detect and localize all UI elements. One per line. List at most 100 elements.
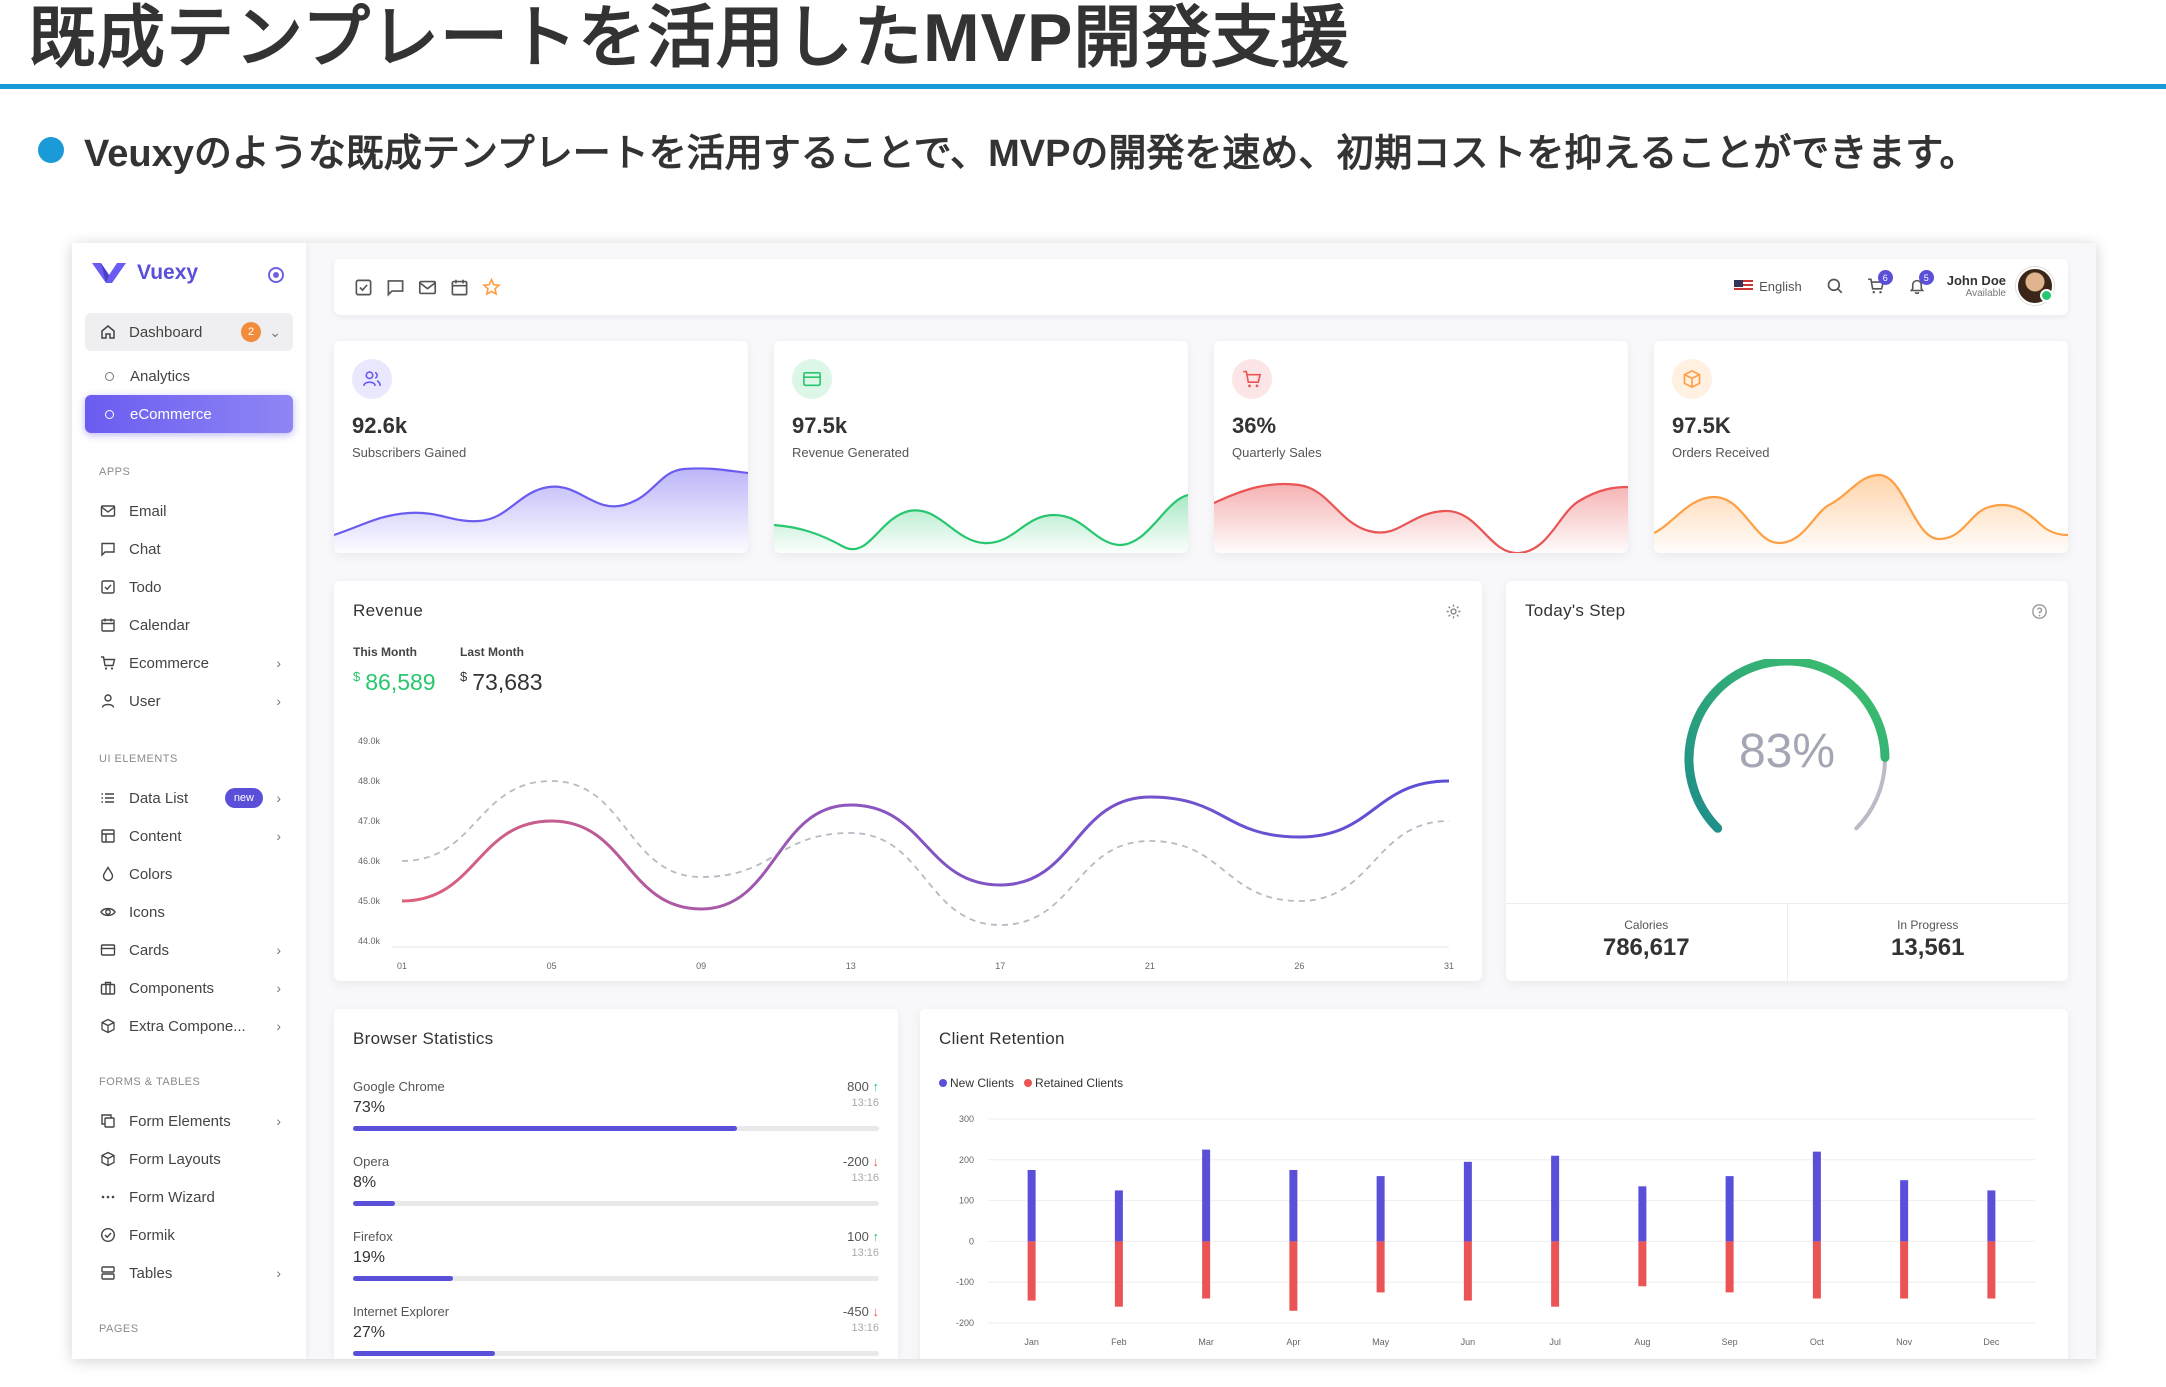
top-navbar: English 6 5 John Doe Available — [334, 259, 2068, 315]
sidebar-item-label: Ecommerce — [129, 654, 210, 672]
section-label-pages: PAGES — [99, 1323, 139, 1335]
y-tick-label: 45.0k — [358, 896, 381, 906]
retained-clients-bar — [1289, 1241, 1298, 1311]
sidebar-item-todo[interactable]: Todo — [85, 568, 293, 606]
stat-label: Orders Received — [1672, 445, 1770, 460]
users-icon — [352, 359, 392, 399]
sidebar-item-ecommerce[interactable]: Ecommerce › — [85, 644, 293, 682]
y-tick-label: 300 — [959, 1114, 974, 1124]
client-retention-card: Client Retention New Clients Retained Cl… — [920, 1009, 2068, 1359]
us-flag-icon — [1734, 280, 1754, 292]
sidebar-item-formik[interactable]: Formik — [85, 1216, 293, 1254]
box-icon — [99, 1150, 117, 1168]
user-menu[interactable]: John Doe Available — [1947, 273, 2006, 299]
x-tick-label: Jun — [1461, 1337, 1476, 1347]
avatar[interactable] — [2016, 267, 2054, 305]
new-clients-bar — [1812, 1151, 1821, 1242]
settings-icon[interactable] — [1445, 603, 1462, 625]
browser-change: 800 ↑ — [847, 1079, 879, 1094]
sidebar-item-form-wizard[interactable]: Form Wizard — [85, 1178, 293, 1216]
search-icon[interactable] — [1824, 275, 1846, 297]
arrow-down-icon: ↓ — [872, 1154, 880, 1169]
sidebar-item-ecommerce-dashboard[interactable]: eCommerce — [85, 395, 293, 433]
sidebar-toggle-icon[interactable] — [268, 267, 284, 283]
star-bookmark-icon[interactable] — [482, 278, 501, 297]
language-selector[interactable]: English — [1734, 279, 1802, 294]
stat-value: 97.5K — [1672, 413, 1731, 438]
sidebar-item-user[interactable]: User › — [85, 682, 293, 720]
browser-change: 100 ↑ — [847, 1229, 879, 1244]
sidebar-item-components[interactable]: Components › — [85, 969, 293, 1007]
browser-change-value: -200 — [842, 1154, 869, 1169]
chevron-right-icon: › — [276, 828, 281, 844]
last-month-series-line — [401, 780, 1450, 926]
help-circle-icon[interactable] — [2031, 603, 2048, 625]
browser-change-value: -450 — [842, 1304, 869, 1319]
sidebar-item-email[interactable]: Email — [85, 492, 293, 530]
sidebar-item-label: Form Layouts — [129, 1150, 221, 1168]
new-clients-bar — [1202, 1149, 1211, 1242]
y-tick-label: 48.0k — [358, 776, 381, 786]
sidebar-item-label: Components — [129, 979, 215, 997]
bullet-dot-icon — [38, 136, 64, 163]
brand[interactable]: Vuexy — [92, 261, 198, 285]
sidebar-item-label: Extra Compone... — [129, 1017, 246, 1035]
browser-statistics-card: Browser Statistics Google Chrome 73% 800 ↑… — [334, 1009, 898, 1359]
legend-retained-clients[interactable]: Retained Clients — [1024, 1076, 1123, 1090]
legend-dot-icon — [939, 1079, 947, 1087]
retained-clients-bar — [1463, 1241, 1472, 1301]
sidebar-item-extra-components[interactable]: Extra Compone... › — [85, 1007, 293, 1045]
browser-change: -200 ↓ — [843, 1154, 879, 1169]
list-icon — [99, 789, 117, 807]
sidebar-item-form-layouts[interactable]: Form Layouts — [85, 1140, 293, 1178]
browser-row: Opera 8% -200 ↓ 13:16 — [353, 1154, 879, 1224]
cart-button[interactable]: 6 — [1865, 270, 1893, 297]
browser-percent: 27% — [353, 1324, 386, 1341]
browser-name: Google Chrome — [353, 1079, 445, 1094]
sidebar-item-colors[interactable]: Colors — [85, 855, 293, 893]
retained-clients-bar — [1376, 1241, 1385, 1293]
stat-label: Quarterly Sales — [1232, 445, 1322, 460]
user-name: John Doe — [1946, 273, 2006, 288]
sidebar-item-cards[interactable]: Cards › — [85, 931, 293, 969]
sidebar-item-label: Content — [129, 827, 182, 845]
title-divider — [0, 84, 2166, 89]
sidebar-item-icons[interactable]: Icons — [85, 893, 293, 931]
x-tick-label: Nov — [1896, 1337, 1913, 1347]
sidebar-item-dashboard[interactable]: Dashboard 2 ⌄ — [85, 313, 293, 351]
x-tick-label: Jul — [1549, 1337, 1561, 1347]
currency-symbol: $ — [353, 669, 361, 684]
stat-label: Revenue Generated — [792, 445, 910, 460]
new-clients-bar — [1376, 1176, 1385, 1242]
sidebar-item-tables[interactable]: Tables › — [85, 1254, 293, 1292]
email-shortcut-icon[interactable] — [418, 278, 437, 297]
stat-card-revenue: 97.5k Revenue Generated — [774, 341, 1188, 553]
chat-icon — [99, 540, 117, 558]
stat-value: 92.6k — [352, 413, 408, 438]
sidebar-item-analytics[interactable]: Analytics — [85, 357, 293, 395]
sidebar-item-content[interactable]: Content › — [85, 817, 293, 855]
sidebar-item-chat[interactable]: Chat — [85, 530, 293, 568]
legend-label: Retained Clients — [1035, 1076, 1124, 1090]
sidebar: Vuexy Dashboard 2 ⌄ Analytics eCommerce … — [72, 243, 306, 1359]
in-progress-label: In Progress — [1897, 918, 1959, 932]
browser-time: 13:16 — [851, 1172, 879, 1184]
sidebar-item-label: Form Wizard — [129, 1188, 215, 1206]
notification-button[interactable]: 5 — [1906, 270, 1934, 297]
sidebar-item-form-elements[interactable]: Form Elements › — [85, 1102, 293, 1140]
calendar-shortcut-icon[interactable] — [450, 278, 469, 297]
y-tick-label: 46.0k — [358, 856, 381, 866]
todo-shortcut-icon[interactable] — [354, 278, 373, 297]
user-status: Available — [1965, 288, 2006, 299]
chat-shortcut-icon[interactable] — [386, 278, 405, 297]
progress-track — [353, 1126, 879, 1131]
legend-new-clients[interactable]: New Clients — [939, 1076, 1014, 1090]
layout-icon — [99, 827, 117, 845]
sidebar-item-label: Calendar — [129, 616, 190, 634]
eye-icon — [99, 903, 117, 921]
sidebar-item-data-list[interactable]: Data List new › — [85, 779, 293, 817]
stat-value: 36% — [1232, 413, 1277, 438]
package-icon — [1672, 359, 1712, 399]
sidebar-item-calendar[interactable]: Calendar — [85, 606, 293, 644]
step-radial-gauge: 83% — [1684, 659, 1890, 833]
